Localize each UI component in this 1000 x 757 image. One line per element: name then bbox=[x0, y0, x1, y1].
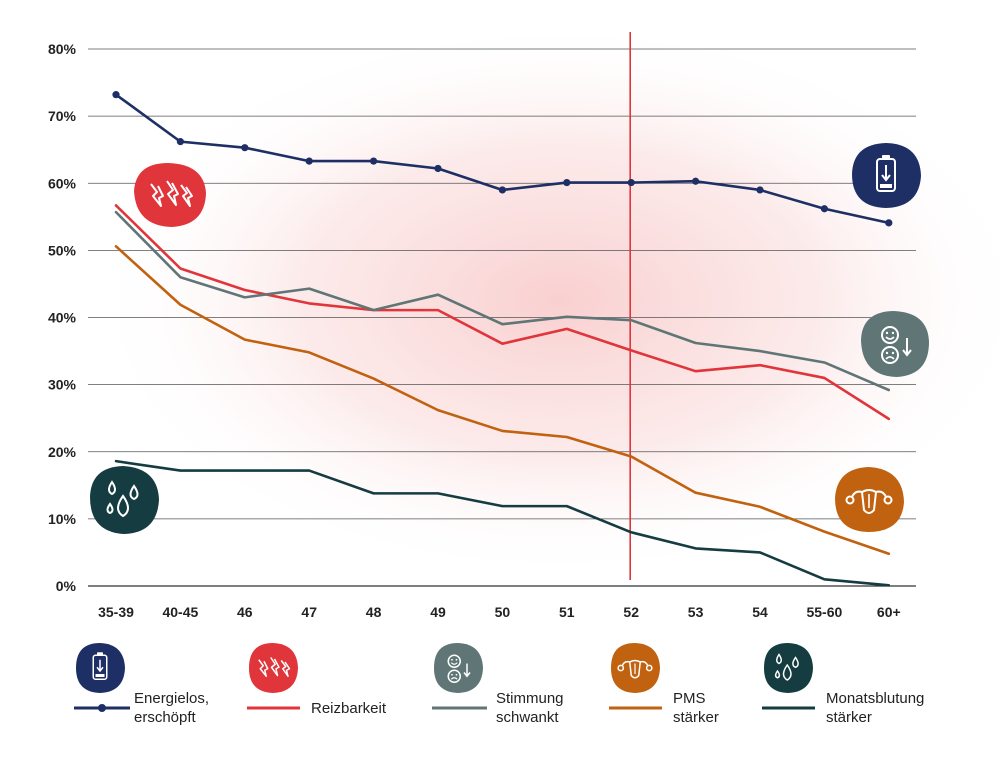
data-point bbox=[241, 144, 249, 152]
x-axis-ticks: 35-39 40-45 46 47 48 49 50 51 52 53 54 55-60 60+ bbox=[98, 604, 901, 620]
x-tick-label: 40-45 bbox=[162, 604, 198, 620]
series-line bbox=[114, 459, 891, 587]
x-tick-label: 49 bbox=[430, 604, 446, 620]
series-1 bbox=[114, 204, 891, 421]
y-tick-label: 10% bbox=[48, 511, 77, 527]
series-3 bbox=[114, 245, 891, 556]
x-tick-label: 50 bbox=[495, 604, 511, 620]
data-point bbox=[112, 91, 120, 99]
y-tick-label: 50% bbox=[48, 242, 77, 258]
series-4 bbox=[114, 459, 891, 587]
badge-pms bbox=[835, 467, 904, 532]
x-tick-label: 55-60 bbox=[806, 604, 842, 620]
badge-monatsblutung bbox=[90, 466, 159, 534]
data-point bbox=[756, 186, 764, 194]
series-0 bbox=[112, 91, 893, 227]
badge-energielos bbox=[852, 143, 921, 208]
x-tick-label: 48 bbox=[366, 604, 382, 620]
y-tick-label: 20% bbox=[48, 444, 77, 460]
badge-stimmung bbox=[861, 311, 929, 377]
x-tick-label: 35-39 bbox=[98, 604, 134, 620]
y-tick-label: 0% bbox=[56, 578, 77, 594]
data-point bbox=[820, 205, 829, 213]
data-point bbox=[563, 178, 571, 187]
series-line bbox=[114, 210, 891, 392]
series-2 bbox=[114, 210, 891, 392]
badge-reizbarkeit bbox=[134, 163, 206, 227]
y-tick-label: 60% bbox=[48, 175, 77, 191]
series-line bbox=[114, 204, 891, 421]
series-lines bbox=[112, 91, 893, 587]
y-tick-label: 30% bbox=[48, 377, 77, 393]
y-tick-label: 70% bbox=[48, 108, 77, 124]
x-tick-label: 51 bbox=[559, 604, 575, 620]
x-tick-label: 47 bbox=[301, 604, 317, 620]
x-tick-label: 52 bbox=[623, 604, 639, 620]
gridlines bbox=[88, 48, 916, 587]
x-tick-label: 54 bbox=[752, 604, 768, 620]
x-tick-label: 60+ bbox=[877, 604, 901, 620]
x-tick-label: 46 bbox=[237, 604, 253, 620]
data-point bbox=[885, 219, 893, 227]
y-tick-label: 80% bbox=[48, 41, 77, 57]
data-point bbox=[692, 177, 700, 185]
x-tick-label: 53 bbox=[688, 604, 704, 620]
series-line bbox=[114, 245, 891, 556]
data-point bbox=[627, 178, 635, 187]
y-axis-ticks: 0% 10% 20% 30% 40% 50% 60% 70% 80% bbox=[48, 41, 77, 594]
data-point bbox=[498, 186, 506, 194]
data-point bbox=[434, 164, 442, 173]
data-point bbox=[176, 138, 184, 146]
y-tick-label: 40% bbox=[48, 310, 77, 326]
data-point bbox=[305, 157, 313, 165]
data-point bbox=[370, 157, 378, 165]
